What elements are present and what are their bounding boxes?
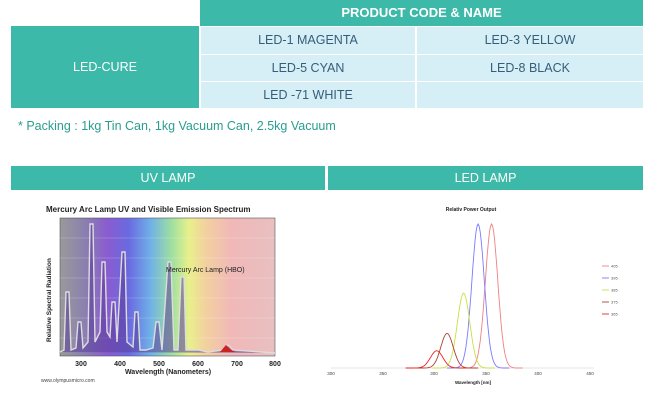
uv-chart-annotation: Mercury Arc Lamp (HBO) [166,267,245,274]
uv-lamp-header: UV LAMP [11,166,325,190]
led-series-365 [405,350,468,369]
uv-x-axis-label: Wavelength (Nanometers) [125,369,211,376]
uv-chart-title: Mercury Arc Lamp UV and Visible Emission… [46,205,251,214]
uv-x-tick: 800 [269,361,281,368]
uv-x-tick: 600 [192,361,204,368]
led-series-395 [447,222,510,369]
uv-chart-credit: www.olympusmicro.com [41,378,95,384]
led-x-tick: 450 [586,371,594,376]
product-table: PRODUCT CODE & NAME LED-CURE LED-1 MAGEN… [11,0,643,108]
uv-y-axis-label: Relative Spectral Radiation [46,258,53,342]
led-chart-title: Relativ Power Output [446,207,497,213]
product-item: LED-5 CYAN [201,55,415,81]
product-item: LED-3 YELLOW [417,27,643,54]
product-table-header: PRODUCT CODE & NAME [200,0,643,26]
led-legend-label: 375 [611,300,618,305]
led-x-tick: 350 [482,371,490,376]
led-x-tick: 400 [534,371,542,376]
led-lamp-header: LED LAMP [328,166,643,190]
product-item-empty [417,82,643,108]
led-legend-label: 385 [611,288,618,293]
led-series-375 [416,332,479,369]
led-legend-label: 395 [611,276,618,281]
led-x-tick: 300 [430,371,438,376]
uv-x-tick: 400 [114,361,126,368]
product-item: LED-1 MAGENTA [201,27,415,54]
led-spectrum-chart: Relativ Power Output 300 350 300 350 400… [327,207,618,385]
led-legend-label: 365 [611,312,618,317]
led-legend-label: 405 [611,264,618,269]
led-series-385 [432,292,495,369]
uv-spectrum-chart: Mercury Arc Lamp UV and Visible Emission… [41,205,281,384]
uv-emission-curve [59,223,276,354]
led-x-tick: 350 [379,371,387,376]
led-series-405 [460,223,523,369]
uv-x-tick: 700 [231,361,243,368]
led-x-tick: 300 [327,371,335,376]
uv-x-tick: 500 [153,361,165,368]
uv-x-tick: 300 [75,361,87,368]
product-item: LED-8 BLACK [417,55,643,81]
product-group-label: LED-CURE [11,26,199,108]
packing-note: * Packing : 1kg Tin Can, 1kg Vacuum Can,… [18,119,336,133]
product-item: LED -71 WHITE [201,82,415,108]
led-x-axis-label: Wavelength [nm] [455,380,492,385]
